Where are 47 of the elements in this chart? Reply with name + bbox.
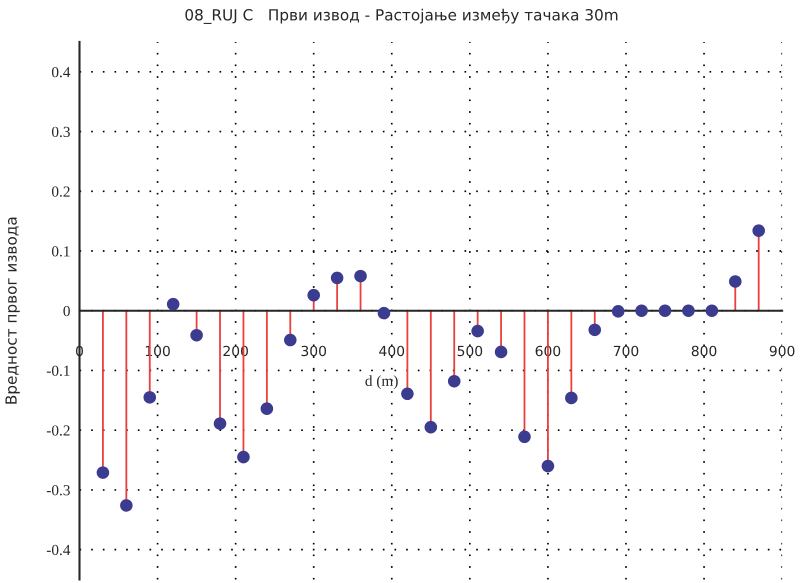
x-axis-title: d (m)	[365, 375, 398, 390]
y-tick-label: -0.4	[46, 544, 70, 556]
x-tick-label: 300	[302, 346, 326, 356]
point	[542, 460, 554, 472]
point	[284, 334, 297, 346]
point	[307, 288, 320, 302]
y-axis-title: Вредност првог извода	[5, 218, 20, 404]
x-tick-label: 700	[614, 346, 638, 356]
point	[448, 374, 461, 388]
point	[330, 272, 344, 284]
y-tick-label: 0.1	[52, 246, 70, 257]
x-tick-label: 500	[458, 346, 482, 356]
y-tick-label: -0.1	[46, 366, 70, 376]
point	[96, 466, 110, 479]
point	[494, 346, 508, 358]
point	[354, 270, 367, 282]
y-tick-label: 0.3	[52, 126, 70, 138]
point	[120, 499, 133, 512]
y-tick-label: 0.2	[52, 186, 70, 197]
point	[424, 420, 438, 434]
y-tick-label: -0.2	[46, 425, 70, 436]
point	[166, 298, 180, 310]
point	[612, 305, 624, 318]
point	[635, 304, 648, 318]
point	[706, 304, 718, 318]
point	[260, 402, 274, 415]
point	[588, 324, 602, 336]
point	[729, 275, 742, 288]
point	[565, 392, 578, 404]
point	[658, 304, 672, 318]
point	[190, 328, 203, 342]
point	[143, 391, 156, 404]
point	[682, 304, 695, 318]
x-tick-label: 800	[692, 346, 716, 356]
chart-title: 08_RUJ C Први извод - Растојање између тачака 30m	[185, 8, 618, 24]
point	[471, 324, 484, 338]
x-tick-label: 900	[770, 346, 794, 356]
point	[752, 224, 765, 237]
point	[378, 306, 390, 320]
point	[237, 450, 250, 464]
y-tick-label: 0	[63, 306, 70, 316]
y-tick-label: -0.3	[46, 485, 70, 496]
x-tick-label: 400	[379, 346, 404, 356]
y-tick-label: 0.4	[52, 66, 70, 78]
point	[214, 417, 226, 430]
point	[401, 387, 414, 400]
point	[518, 430, 531, 444]
